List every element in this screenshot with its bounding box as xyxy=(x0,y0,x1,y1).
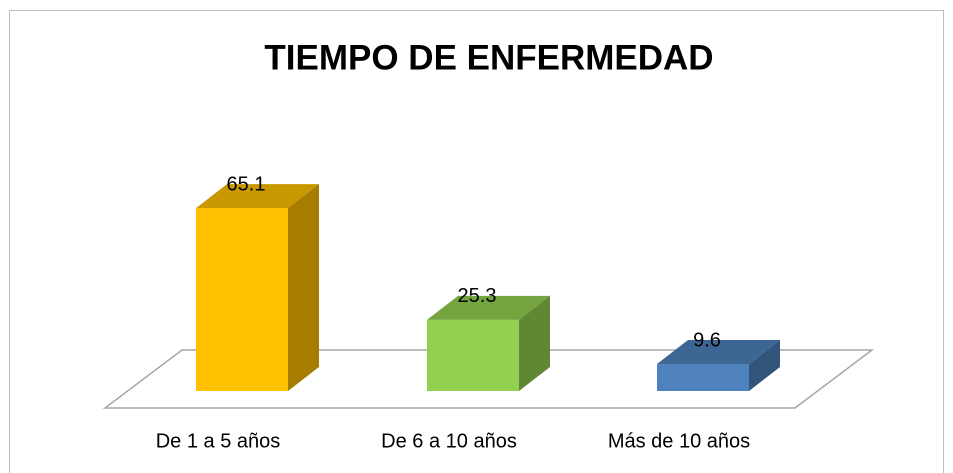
x-tick-label: Más de 10 años xyxy=(608,430,750,452)
data-label: 9.6 xyxy=(693,329,721,351)
bar xyxy=(657,364,749,391)
bar-side xyxy=(519,295,550,391)
chart-title: TIEMPO DE ENFERMEDAD xyxy=(264,38,713,77)
bar-top xyxy=(427,295,550,320)
x-tick-label: De 6 a 10 años xyxy=(381,430,517,452)
bar-top xyxy=(657,340,780,365)
bar-side xyxy=(749,340,780,391)
bar xyxy=(196,208,288,391)
chart-frame xyxy=(9,10,944,473)
bar xyxy=(427,319,519,391)
bar-side xyxy=(288,184,319,391)
data-label: 65.1 xyxy=(227,173,266,195)
bar-top xyxy=(196,184,319,209)
floor xyxy=(102,349,875,409)
data-label: 25.3 xyxy=(458,285,497,307)
x-tick-label: De 1 a 5 años xyxy=(156,430,281,452)
